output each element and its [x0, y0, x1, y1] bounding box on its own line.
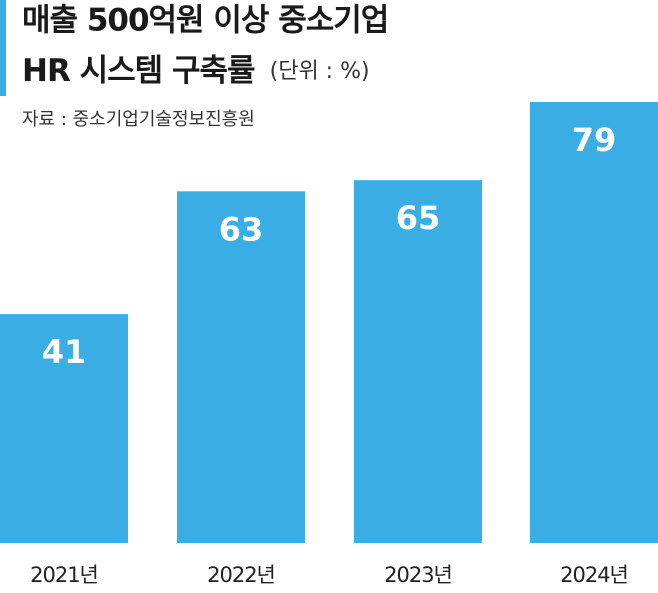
value-label: 79	[572, 121, 617, 159]
chart-title: HR 시스템 구축률	[22, 53, 255, 89]
x-tick-label: 2023년	[384, 563, 452, 587]
bar	[177, 191, 305, 543]
value-label: 41	[42, 333, 87, 371]
value-label: 63	[219, 210, 264, 248]
accent-bar	[0, 0, 6, 96]
value-label: 65	[396, 199, 441, 237]
bar	[354, 180, 482, 543]
x-tick-label: 2024년	[560, 563, 628, 587]
bar	[0, 314, 128, 543]
bar	[530, 102, 658, 543]
chart-title-line: HR 시스템 구축률 (단위 : %)	[22, 53, 370, 89]
x-tick-label: 2021년	[30, 563, 98, 587]
x-tick-label: 2022년	[207, 563, 275, 587]
unit-label: (단위 : %)	[270, 59, 370, 84]
source: 자료 : 중소기업기술정보진흥원	[22, 109, 255, 130]
bars	[0, 102, 658, 543]
chart-title: 매출 500억원 이상 중소기업	[22, 3, 388, 39]
